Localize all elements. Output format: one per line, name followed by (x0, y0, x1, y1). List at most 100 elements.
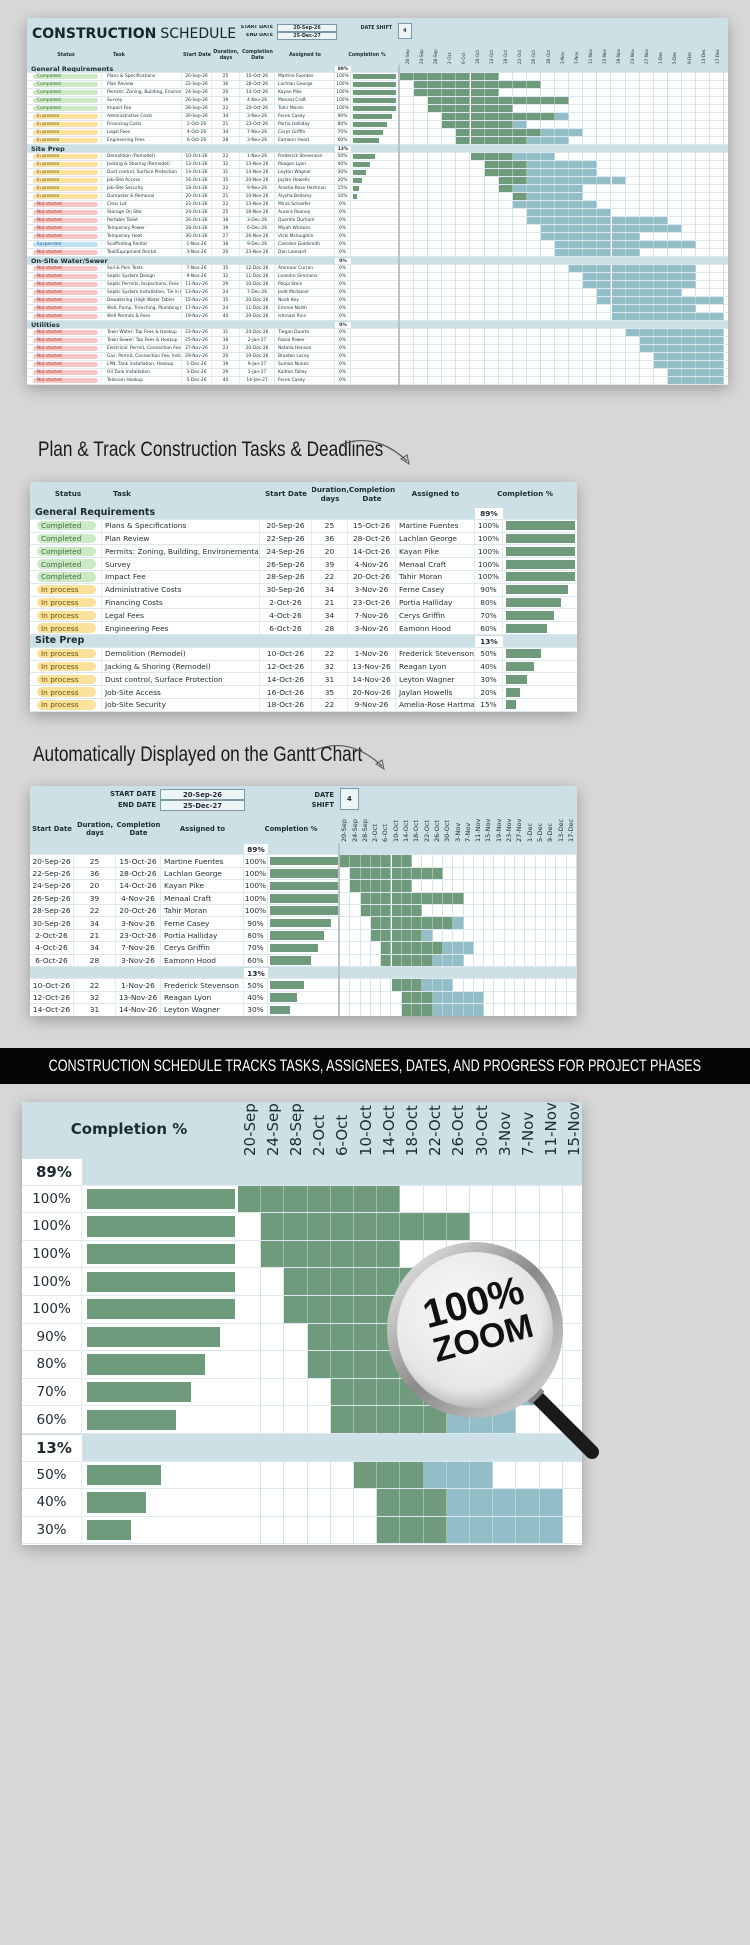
end-date-field[interactable]: 25-Dec-27 (277, 32, 337, 40)
task-row[interactable]: In process Demolition (Remodel) 10-Oct-26 2… (27, 153, 728, 161)
task-row[interactable]: Not started Septic Permits, Inspections, … (27, 281, 728, 289)
task-row[interactable]: 4-Oct-26 34 7-Nov-26 Cerys Griffin 70% (30, 942, 577, 955)
task-row[interactable]: Not started Oil Tank Installation 3-Dec-26… (27, 369, 728, 377)
task-row[interactable]: Not started Storage On Site 24-Oct-26 25 18-… (27, 209, 728, 217)
gantt-cell (473, 979, 485, 991)
task-row[interactable]: 100% (22, 1185, 582, 1214)
magnifier-icon (387, 1242, 599, 1459)
asg-value: Leyton Wagner (278, 170, 312, 175)
task-value: Temporary Heat (107, 234, 143, 239)
task-row[interactable]: 50% (22, 1461, 582, 1490)
task-row[interactable]: Completed Impact Fee 28-Sep-26 22 20-Oct-26 T… (27, 105, 728, 113)
task-row[interactable]: 30-Sep-26 34 3-Nov-26 Ferne Casey 90% (30, 917, 577, 930)
gantt-cell (261, 1351, 285, 1378)
start-date-field[interactable]: 20-Sep-26 (277, 24, 337, 32)
task-row[interactable]: Not started Town Water: Tap Fees & Hookup… (27, 329, 728, 337)
task-row[interactable]: In process Jacking & Shoring (Remodel) 12-… (30, 660, 577, 674)
task-row[interactable]: 30% (22, 1516, 582, 1545)
task-row[interactable]: Not started Soil & Perc Tests 7-Nov-26 35 12… (27, 265, 728, 273)
task-row[interactable]: In process Engineering Fees 6-Oct-26 28 3-No… (30, 622, 577, 635)
task-row[interactable]: In process Engineering Fees 6-Oct-26 28 3-No… (27, 137, 728, 145)
task-row[interactable]: Not started Town Sewer: Tap Fees & Hookup… (27, 337, 728, 345)
completion-bar (506, 674, 527, 684)
task-row[interactable]: Not started Septic System Installation, T… (27, 289, 728, 297)
task-row[interactable]: In process Dust control, Surface Protecti… (27, 169, 728, 177)
task-row[interactable]: In process Financing Costs 2-Oct-26 21 23-Oc… (30, 596, 577, 610)
task-row[interactable]: In process Job-Site Access 16-Oct-26 35 20-N… (30, 686, 577, 699)
gantt-cell (484, 193, 499, 200)
task-row[interactable]: Not started Septic System Design 9-Nov-26 3… (27, 273, 728, 281)
task-row[interactable]: 12-Oct-26 32 13-Nov-26 Reagan Lyon 40% (30, 991, 577, 1005)
gantt-cell (414, 161, 429, 168)
task-row[interactable]: Not started Telecom Hookup 5-Dec-26 40 14-Ja… (27, 377, 728, 385)
task-row[interactable]: In process Jacking & Shoring (Remodel) 12-… (27, 161, 728, 169)
task-row[interactable]: 26-Sep-26 39 4-Nov-26 Menaal Craft 100% (30, 892, 577, 905)
end-cell: 13-Nov-26 (240, 201, 275, 208)
asg-value: Kayan Pike (164, 881, 205, 891)
task-row[interactable]: Not started Well, Pump, Trenching, Plumbi… (27, 305, 728, 313)
task-row[interactable]: Completed Survey 26-Sep-26 39 4-Nov-26 Menaal… (30, 558, 577, 571)
task-row[interactable]: Not started Tool/Equipment Rental 3-Nov-26… (27, 249, 728, 257)
task-row[interactable]: Not started Gas: Permit, Connection Fee, … (27, 353, 728, 361)
task-row[interactable]: In process Financing Costs 2-Oct-26 21 23-Oc… (27, 121, 728, 129)
task-row[interactable]: In process Job-Site Security 18-Oct-26 22 9-… (30, 699, 577, 712)
dur-value: 22 (89, 906, 100, 916)
completion-bar (87, 1409, 176, 1430)
asg-value: Braiden Lacey (278, 354, 310, 359)
task-row[interactable]: 40% (22, 1489, 582, 1517)
task-row[interactable]: 28-Sep-26 22 20-Oct-26 Tahir Moran 100% (30, 905, 577, 918)
timeline-label: 11-Nov (542, 1102, 561, 1156)
task-row[interactable]: In process Job-Site Access 16-Oct-26 35 20-N… (27, 177, 728, 185)
task-row[interactable]: Completed Impact Fee 28-Sep-26 22 20-Oct-26 T… (30, 571, 577, 584)
completion-bar (87, 1354, 206, 1375)
task-row[interactable]: In process Administrative Costs 30-Sep-26 3… (30, 583, 577, 597)
dur-cell: 23 (212, 345, 240, 352)
task-row[interactable]: Completed Permits: Zoning, Building, Envi… (27, 89, 728, 97)
task-row[interactable]: In process Dust control, Surface Protecti… (30, 673, 577, 687)
task-row[interactable]: Completed Permits: Zoning, Building, Envi… (30, 545, 577, 559)
task-row[interactable]: Suspended Scaffolding Rental 1-Nov-26 38 9-D… (27, 241, 728, 249)
task-row[interactable]: In process Legal Fees 4-Oct-26 34 7-Nov-26 Ce… (30, 609, 577, 623)
gantt-cell (682, 297, 697, 304)
end-date-field[interactable]: 25-Dec-27 (160, 800, 245, 811)
date-shift-field[interactable]: 4 (340, 788, 359, 810)
date-shift-field[interactable]: 4 (398, 23, 412, 39)
task-row[interactable]: Completed Plan Review 22-Sep-26 36 28-Oct-26… (30, 532, 577, 546)
task-row[interactable]: In process Dumpster & Removal 20-Oct-26 21 1… (27, 193, 728, 201)
task-row[interactable]: Not started Portable Toilet 26-Oct-26 38 3-D… (27, 217, 728, 225)
gantt-cell (470, 233, 485, 240)
task-row[interactable]: In process Legal Fees 4-Oct-26 34 7-Nov-26 Ce… (27, 129, 728, 137)
task-value: Clear Lot (107, 202, 127, 207)
task-row[interactable]: Completed Plans & Specifications 20-Sep-26… (30, 519, 577, 533)
task-row[interactable]: 10-Oct-26 22 1-Nov-26 Frederick Stevenson 50… (30, 979, 577, 992)
start-value: 26-Sep-26 (185, 98, 208, 103)
task-row[interactable]: 6-Oct-26 28 3-Nov-26 Eamonn Hood 60% (30, 954, 577, 967)
task-row[interactable]: 14-Oct-26 31 14-Nov-26 Leyton Wagner 30% (30, 1004, 577, 1016)
task-row[interactable]: Not started Dewatering (High Water Table)… (27, 297, 728, 305)
task-row[interactable]: Not started Electrical: Permit, Connectio… (27, 345, 728, 353)
dur-value: 38 (222, 338, 229, 343)
task-row[interactable]: In process Job-Site Security 18-Oct-26 22 9-… (27, 185, 728, 193)
start-cell: 16-Oct-26 (182, 177, 212, 184)
gantt-cell (456, 185, 471, 192)
task-row[interactable]: Completed Plans & Specifications 20-Sep-26… (27, 73, 728, 81)
start-date-field[interactable]: 20-Sep-26 (160, 789, 245, 800)
task-row[interactable]: 24-Sep-26 20 14-Oct-26 Kayan Pike 100% (30, 880, 577, 893)
gantt-cell (494, 892, 505, 904)
end-cell: 3-Nov-26 (240, 137, 275, 144)
task-row[interactable]: Not started LPN: Tank installation, Hooku… (27, 361, 728, 369)
task-row[interactable]: 2-Oct-26 21 23-Oct-26 Portia Halliday 80% (30, 929, 577, 943)
task-row[interactable]: In process Administrative Costs 30-Sep-26 3… (27, 113, 728, 121)
asg-value: Reagan Lyon (399, 661, 447, 671)
task-row[interactable]: Completed Plan Review 22-Sep-26 36 28-Oct-26… (27, 81, 728, 89)
task-row[interactable]: 20-Sep-26 25 15-Oct-26 Martine Fuentes 100% (30, 855, 577, 868)
task-row[interactable]: 22-Sep-26 36 28-Oct-26 Lachlan George 100% (30, 867, 577, 881)
task-row[interactable]: Not started Temporary Heat 30-Oct-26 27 26-N… (27, 233, 728, 241)
task-row[interactable]: In process Demolition (Remodel) 10-Oct-26 2… (30, 647, 577, 661)
task-row[interactable]: Not started Well Permits & Fees 19-Nov-26 4… (27, 313, 728, 321)
task-row[interactable]: 100% (22, 1213, 582, 1241)
task-row[interactable]: Not started Temporary Power 28-Oct-26 39 6-D… (27, 225, 728, 233)
task-row[interactable]: Not started Clear Lot 22-Oct-26 22 13-Nov-26… (27, 201, 728, 209)
gantt-cell (611, 97, 626, 104)
task-row[interactable]: Completed Survey 26-Sep-26 39 4-Nov-26 Menaal… (27, 97, 728, 105)
